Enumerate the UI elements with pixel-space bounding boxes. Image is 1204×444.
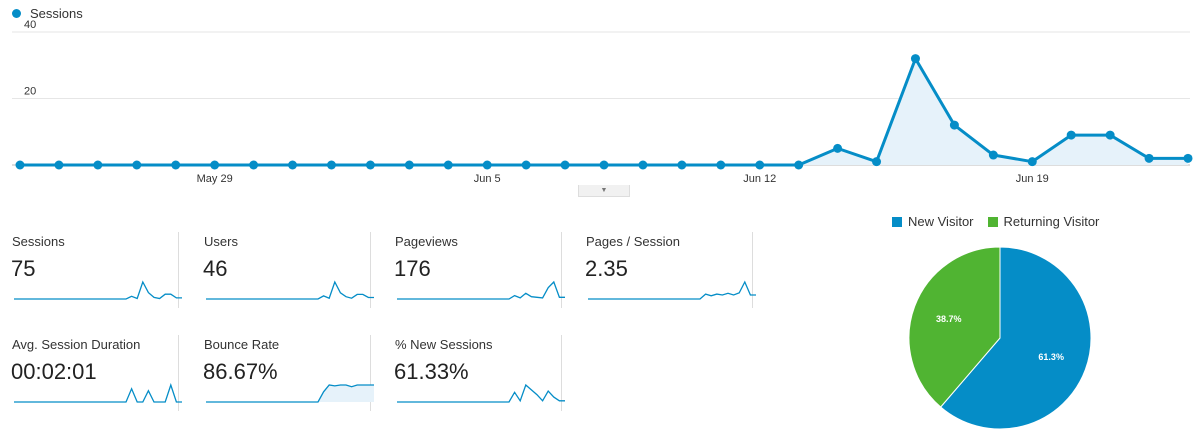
data-point <box>93 160 103 170</box>
sparkline-area <box>206 385 374 402</box>
returning-visitor-swatch <box>987 216 998 227</box>
sparkline <box>206 280 374 300</box>
metric-pages-per-session[interactable]: Pages / Session 2.35 <box>574 232 756 308</box>
metric-users[interactable]: Users 46 <box>192 232 374 308</box>
data-point <box>404 160 414 170</box>
data-point <box>288 160 298 170</box>
data-point <box>249 160 259 170</box>
metric-label: Pageviews <box>395 234 458 249</box>
data-point <box>132 160 142 170</box>
sessions-chart: Sessions 20 40 May 29 Jun 5 Jun 12 Jun 19 ▼ <box>0 0 1204 210</box>
x-tick-label: Jun 5 <box>474 173 501 185</box>
sparkline <box>14 383 182 403</box>
data-point <box>677 160 687 170</box>
data-point <box>716 160 726 170</box>
pie-legend-new[interactable]: New Visitor <box>892 214 974 229</box>
sparkline <box>588 280 756 300</box>
sparkline <box>397 280 565 300</box>
sparkline-line <box>14 383 182 403</box>
data-point <box>54 160 64 170</box>
sparkline <box>206 384 374 403</box>
sparkline <box>397 383 565 403</box>
x-tick-label: May 29 <box>197 173 233 185</box>
metric-label: Bounce Rate <box>204 337 280 352</box>
pie-legend: New Visitor Returning Visitor <box>892 214 1113 229</box>
y-tick-label: 40 <box>24 19 36 31</box>
data-point <box>949 120 959 130</box>
data-point <box>988 150 998 160</box>
chart-collapse-toggle[interactable]: ▼ <box>578 185 630 197</box>
metric-value: 86.67% <box>203 359 278 384</box>
sessions-legend-label: Sessions <box>30 6 83 21</box>
data-point <box>872 157 882 167</box>
metric-pageviews[interactable]: Pageviews 176 <box>383 232 565 308</box>
data-point <box>521 160 531 170</box>
chart-legend: Sessions <box>12 6 83 21</box>
y-tick-label: 20 <box>24 86 36 98</box>
metric-value: 2.35 <box>585 256 628 281</box>
pie-legend-returning[interactable]: Returning Visitor <box>987 214 1100 229</box>
data-point <box>210 160 220 170</box>
data-point <box>1066 130 1076 140</box>
data-point <box>794 160 804 170</box>
chevron-down-icon: ▼ <box>600 187 608 194</box>
pie-value-label: 38.7% <box>936 314 962 324</box>
metric-label: Users <box>204 234 238 249</box>
data-point <box>638 160 648 170</box>
data-point <box>171 160 181 170</box>
data-point <box>365 160 375 170</box>
data-point <box>1144 153 1154 163</box>
metric-value: 75 <box>11 256 36 281</box>
sparkline-line <box>14 280 182 300</box>
metric-sessions[interactable]: Sessions 75 <box>0 232 182 308</box>
sessions-line-chart: 20 40 May 29 Jun 5 Jun 12 Jun 19 <box>12 19 1193 185</box>
data-point <box>910 54 920 64</box>
data-point <box>482 160 492 170</box>
data-point <box>755 160 765 170</box>
data-point <box>443 160 453 170</box>
metric-avg-session-duration[interactable]: Avg. Session Duration 00:02:01 <box>0 335 182 411</box>
metric-label: % New Sessions <box>395 337 493 352</box>
data-point <box>833 143 843 153</box>
pie-slice <box>939 246 1092 430</box>
data-point <box>15 160 25 170</box>
sparkline-line <box>397 383 565 403</box>
data-point <box>1183 153 1193 163</box>
sparkline-line <box>588 280 756 300</box>
pie-legend-label: Returning Visitor <box>1003 214 1100 229</box>
metric-value: 46 <box>203 256 228 281</box>
x-tick-label: Jun 12 <box>743 173 776 185</box>
sparkline-line <box>206 384 374 403</box>
pie-legend-label: New Visitor <box>908 214 974 229</box>
visitor-type-pie: 61.3% 38.7% <box>908 246 1092 430</box>
data-point <box>599 160 609 170</box>
data-point <box>326 160 336 170</box>
metric-value: 176 <box>394 256 431 281</box>
metric-value: 61.33% <box>394 359 469 384</box>
metric-bounce-rate[interactable]: Bounce Rate 86.67% <box>192 335 374 411</box>
metric-label: Pages / Session <box>586 234 680 249</box>
sparkline-line <box>206 280 374 300</box>
sessions-line <box>20 57 1188 167</box>
metric-value: 00:02:01 <box>11 359 97 384</box>
sessions-legend-dot <box>12 9 21 18</box>
metric-label: Avg. Session Duration <box>12 337 141 352</box>
metric-new-sessions[interactable]: % New Sessions 61.33% <box>383 335 565 411</box>
data-point <box>1105 130 1115 140</box>
pie-value-label: 61.3% <box>1038 352 1064 362</box>
sessions-area <box>20 58 1188 165</box>
sparkline <box>14 280 182 300</box>
data-point <box>1027 157 1037 167</box>
sparkline-line <box>397 280 565 300</box>
new-visitor-swatch <box>892 216 902 227</box>
data-point <box>560 160 570 170</box>
x-tick-label: Jun 19 <box>1016 173 1049 185</box>
metric-label: Sessions <box>12 234 65 249</box>
pie-slice <box>908 246 1001 408</box>
